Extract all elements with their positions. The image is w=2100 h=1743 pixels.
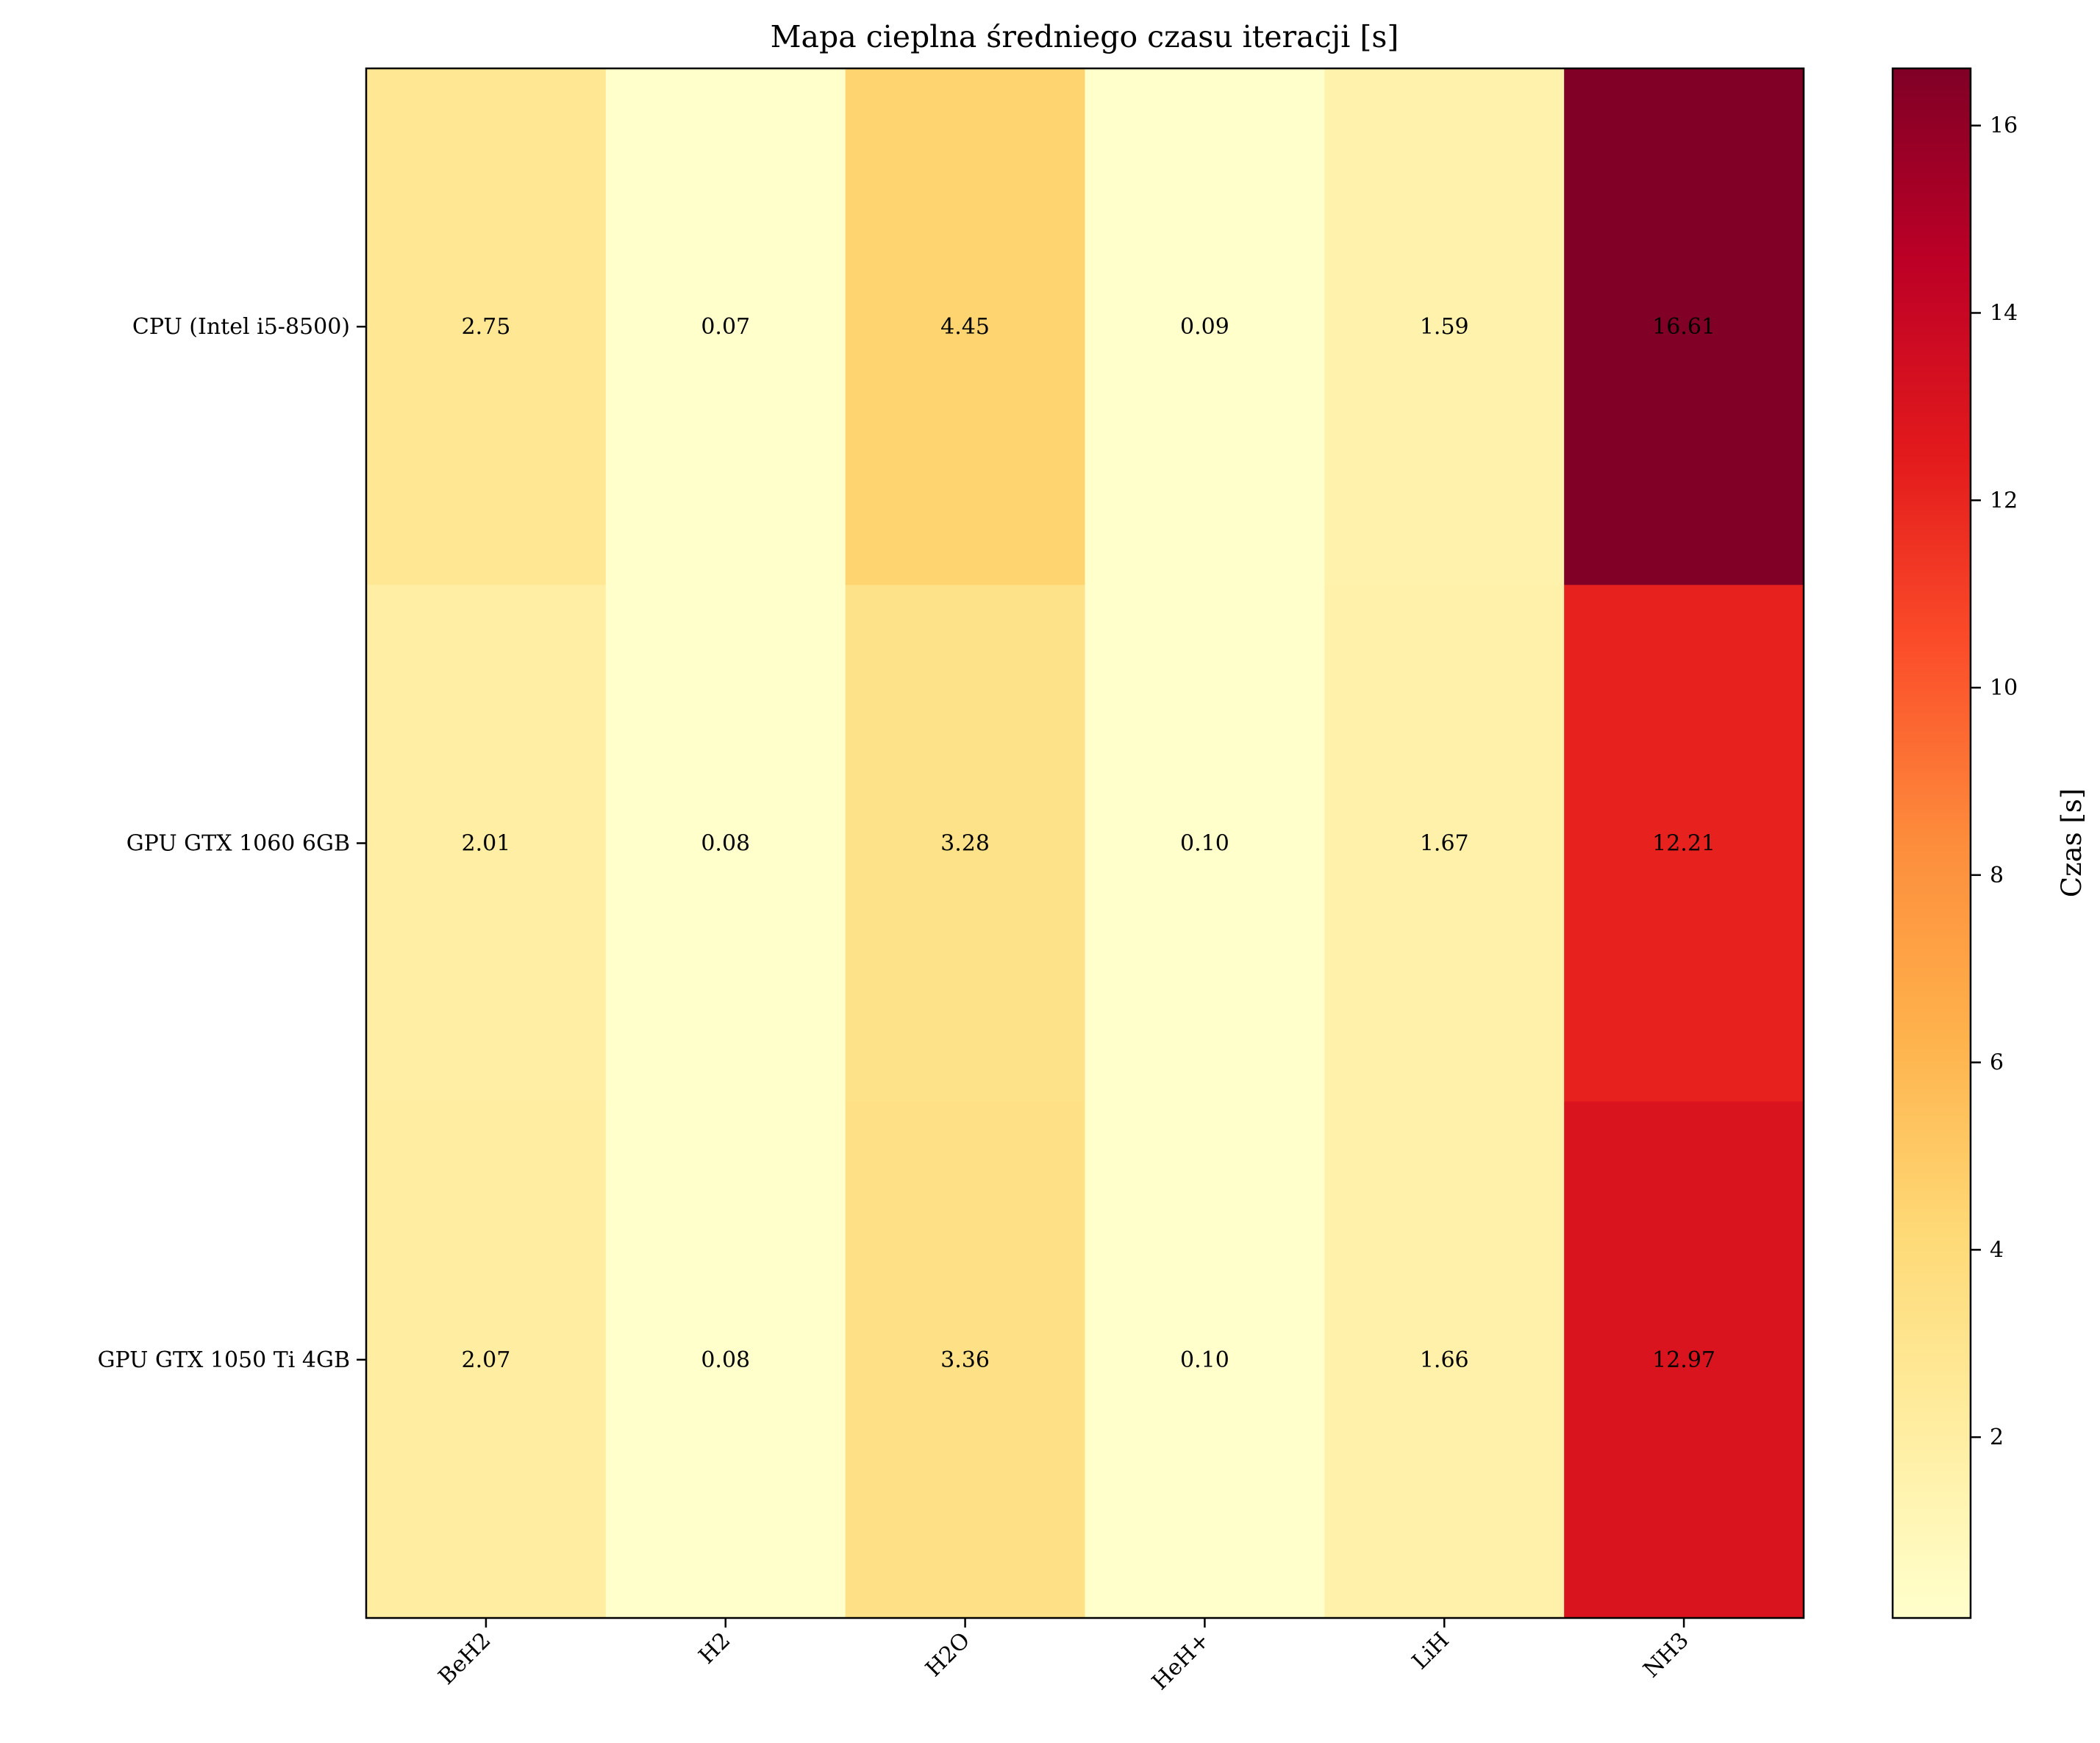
- x-tick-label: BeH2: [434, 1628, 496, 1690]
- cell-value-label: 3.28: [940, 831, 990, 857]
- colorbar-label: Czas [s]: [2056, 788, 2088, 897]
- colorbar-tick-label: 12: [1990, 488, 2018, 513]
- cell-value-label: 4.45: [940, 314, 990, 340]
- colorbar: [1891, 67, 1972, 1619]
- colorbar-ticks: 2 4 6 8 10 12 14 16: [1971, 113, 2018, 1450]
- heatmap-cells: [366, 68, 1804, 1619]
- y-tick-label: GPU GTX 1060 6GB: [126, 831, 350, 857]
- colorbar-tick-label: 8: [1990, 863, 2004, 888]
- heatmap-cell: [1564, 1101, 1804, 1619]
- cell-value-label: 3.36: [940, 1347, 990, 1373]
- heatmap-cell: [605, 1101, 846, 1619]
- cell-value-label: 0.09: [1180, 314, 1229, 340]
- heatmap-cell: [845, 1101, 1085, 1619]
- cell-value-label: 12.21: [1652, 831, 1715, 857]
- y-tick-label: GPU GTX 1050 Ti 4GB: [98, 1347, 350, 1373]
- heatmap-cell: [1324, 68, 1565, 585]
- cell-value-label: 0.07: [701, 314, 750, 340]
- x-tick-label: H2: [694, 1628, 736, 1669]
- cell-value-label: 0.10: [1180, 831, 1229, 857]
- x-axis: BeH2 H2 H2O HeH+ LiH NH3: [434, 1618, 1694, 1695]
- colorbar-tick-label: 2: [1990, 1425, 2004, 1450]
- chart-title: Mapa cieplna średniego czasu iteracji [s…: [771, 19, 1399, 54]
- y-tick-label: CPU (Intel i5-8500): [132, 314, 350, 340]
- heatmap-cell: [366, 1101, 607, 1619]
- cell-labels: 2.75 0.07 4.45 0.09 1.59 16.61 2.01 0.08 3.28 0.1…: [462, 314, 1716, 1373]
- heatmap-cell: [1564, 585, 1804, 1102]
- x-tick-label: HeH+: [1147, 1628, 1215, 1695]
- y-axis: CPU (Intel i5-8500) GPU GTX 1060 6GB GPU G…: [98, 314, 366, 1373]
- colorbar-tick-label: 10: [1990, 675, 2018, 701]
- heatmap-cell: [1564, 68, 1804, 585]
- heatmap-cell: [366, 585, 607, 1102]
- heatmap-cell: [366, 68, 607, 585]
- cell-value-label: 1.66: [1420, 1347, 1469, 1373]
- heatmap-cell: [845, 585, 1085, 1102]
- heatmap-cell: [845, 68, 1085, 585]
- heatmap-cell: [1085, 1101, 1325, 1619]
- cell-value-label: 1.59: [1420, 314, 1469, 340]
- colorbar-tick-label: 16: [1990, 113, 2018, 139]
- x-tick-label: LiH: [1407, 1628, 1454, 1675]
- cell-value-label: 0.10: [1180, 1347, 1229, 1373]
- colorbar-tick-label: 14: [1990, 300, 2018, 326]
- cell-value-label: 1.67: [1420, 831, 1469, 857]
- heatmap-cell: [1085, 585, 1325, 1102]
- cell-value-label: 2.01: [462, 831, 511, 857]
- heatmap-cell: [605, 585, 846, 1102]
- heatmap-cell: [1324, 585, 1565, 1102]
- cell-value-label: 16.61: [1652, 314, 1715, 340]
- heatmap-cell: [1085, 68, 1325, 585]
- cell-value-label: 12.97: [1652, 1347, 1715, 1373]
- colorbar-tick-label: 4: [1990, 1237, 2004, 1263]
- cell-value-label: 2.07: [462, 1347, 511, 1373]
- cell-value-label: 2.75: [462, 314, 511, 340]
- x-tick-label: NH3: [1638, 1628, 1693, 1683]
- heatmap-cell: [1324, 1101, 1565, 1619]
- cell-value-label: 0.08: [701, 831, 750, 857]
- heatmap-cell: [605, 68, 846, 585]
- cell-value-label: 0.08: [701, 1347, 750, 1373]
- colorbar-tick-label: 6: [1990, 1050, 2004, 1076]
- x-tick-label: H2O: [921, 1628, 975, 1682]
